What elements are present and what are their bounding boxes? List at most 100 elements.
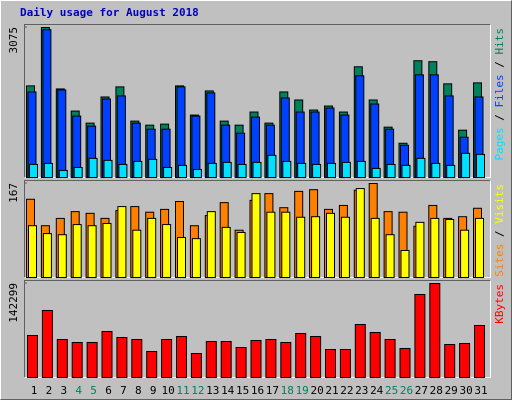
x-tick-label: 17 [266, 384, 279, 397]
x-tick-label: 5 [90, 384, 97, 397]
bar [163, 166, 173, 178]
bar [58, 169, 68, 179]
bar [265, 338, 277, 378]
bar [280, 341, 292, 378]
bar [267, 154, 277, 178]
x-tick-label: 30 [459, 384, 472, 397]
bar [446, 164, 456, 178]
bar [341, 161, 351, 179]
x-tick-label: 14 [221, 384, 235, 397]
legend-entry: Visits [493, 184, 506, 224]
x-tick-label: 20 [310, 384, 323, 397]
x-tick-label: 18 [281, 384, 294, 397]
bar [311, 216, 321, 278]
bar [133, 160, 143, 178]
bar [356, 160, 366, 178]
y-tick-label: 142299 [7, 283, 20, 323]
bar [327, 162, 336, 178]
bar [206, 211, 216, 278]
bar [371, 167, 381, 179]
bar [251, 193, 261, 278]
bar [86, 341, 98, 378]
x-tick-label: 31 [474, 384, 487, 397]
bar [102, 222, 112, 278]
legend-entry: KBytes [493, 284, 506, 324]
bar [370, 103, 380, 178]
x-tick-label: 19 [296, 384, 309, 397]
bar [161, 338, 173, 378]
x-tick-label: 9 [150, 384, 157, 397]
bar [250, 339, 262, 378]
bar [72, 224, 82, 278]
x-tick-label: 4 [75, 384, 82, 397]
bar [444, 343, 456, 379]
x-tick-label: 26 [400, 384, 413, 397]
legend-entry: Sites [493, 244, 506, 277]
chart-title: Daily usage for August 2018 [20, 6, 199, 19]
bar [117, 206, 127, 279]
x-tick-label: 11 [176, 384, 189, 397]
bar [415, 221, 425, 278]
bar [339, 348, 351, 378]
bar [88, 157, 98, 179]
bar [118, 163, 128, 179]
bar [354, 323, 366, 379]
bar [191, 115, 201, 178]
bar [385, 234, 395, 278]
x-tick-label: 8 [135, 384, 142, 397]
legend-separator: / [493, 108, 506, 128]
bar [192, 168, 202, 178]
bar [190, 352, 202, 378]
bar [56, 338, 68, 378]
bar [176, 335, 187, 378]
bar [220, 340, 232, 378]
x-tick-label: 12 [191, 384, 204, 397]
bar [87, 225, 97, 279]
bar [430, 217, 440, 279]
bar [355, 188, 365, 279]
bar [281, 211, 291, 278]
legend-entry: Files [493, 74, 506, 107]
bar [103, 159, 113, 179]
panel-border [24, 280, 491, 378]
legend: KBytes [493, 284, 506, 324]
bar [222, 161, 232, 179]
bar [57, 234, 67, 278]
bar [384, 338, 396, 378]
legend-separator: / [493, 55, 506, 75]
x-tick-label: 27 [415, 384, 428, 397]
bar [282, 160, 292, 178]
bar [42, 233, 52, 278]
legend-entry: Pages [493, 127, 506, 160]
bar [266, 211, 276, 278]
bar [207, 162, 217, 178]
bar [429, 283, 441, 378]
x-tick-label: 21 [325, 384, 338, 397]
bar [205, 340, 217, 378]
bar [73, 166, 83, 178]
legend: Pages / Files / Hits [493, 28, 506, 161]
x-tick-label: 15 [236, 384, 249, 397]
legend-separator: / [493, 224, 506, 244]
bar [71, 341, 83, 378]
legend-entry: Hits [493, 28, 506, 55]
bar [237, 163, 247, 179]
bar [416, 157, 426, 179]
bar [101, 330, 113, 379]
panel-border [24, 180, 491, 278]
bar [28, 225, 37, 279]
bar [399, 347, 411, 378]
x-tick-label: 7 [120, 384, 127, 397]
bar [132, 229, 142, 279]
x-tick-label: 24 [370, 384, 384, 397]
legend: Sites / Visits [493, 184, 506, 277]
bar [43, 162, 53, 178]
x-tick-label: 29 [445, 384, 458, 397]
bar [310, 335, 322, 378]
bar [252, 161, 262, 179]
bar [401, 164, 411, 178]
bar [147, 217, 157, 279]
bar [461, 152, 471, 178]
